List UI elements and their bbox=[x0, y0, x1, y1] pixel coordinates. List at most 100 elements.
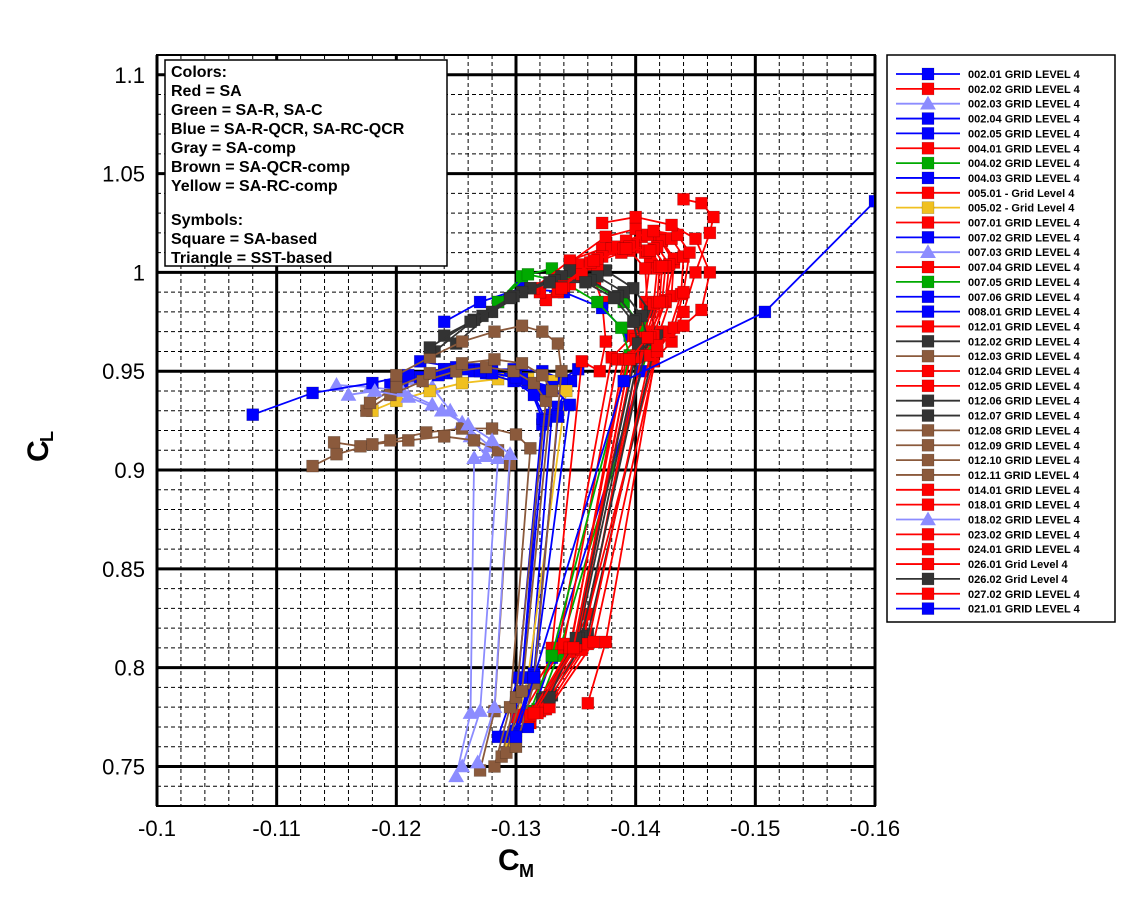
data-point bbox=[593, 364, 607, 378]
y-axis-title-subscript: L bbox=[37, 431, 57, 442]
legend-label: 012.01 GRID LEVEL 4 bbox=[968, 321, 1081, 333]
data-point bbox=[454, 758, 471, 773]
data-point bbox=[655, 260, 669, 273]
legend-items: 002.01 GRID LEVEL 4 002.02 GRID LEVEL 4 00… bbox=[896, 67, 1081, 616]
data-point bbox=[626, 315, 640, 329]
note-line: Triangle = SST-based bbox=[171, 250, 332, 267]
legend-label: 007.03 GRID LEVEL 4 bbox=[968, 247, 1081, 259]
data-point bbox=[665, 218, 678, 232]
legend-swatch-marker bbox=[921, 379, 935, 393]
data-point bbox=[490, 450, 506, 464]
data-point bbox=[390, 368, 403, 382]
data-point bbox=[607, 291, 621, 305]
data-point bbox=[677, 285, 690, 299]
legend-label: 002.03 GRID LEVEL 4 bbox=[968, 99, 1081, 111]
data-point bbox=[579, 275, 592, 289]
series bbox=[581, 210, 717, 710]
data-point bbox=[509, 730, 523, 744]
data-point bbox=[515, 357, 529, 370]
data-point bbox=[689, 232, 702, 246]
legend-label: 007.01 GRID LEVEL 4 bbox=[968, 218, 1081, 230]
data-point bbox=[536, 325, 549, 338]
legend-swatch-marker bbox=[921, 349, 935, 363]
data-point bbox=[455, 357, 469, 370]
legend-swatch-marker bbox=[921, 468, 935, 482]
data-point bbox=[587, 254, 601, 267]
data-point bbox=[689, 266, 702, 279]
legend-swatch-marker bbox=[921, 364, 935, 378]
data-point bbox=[423, 341, 437, 354]
y-tick-label: 0.75 bbox=[102, 754, 145, 779]
y-tick-label: 1.1 bbox=[114, 63, 145, 88]
legend-label: 002.04 GRID LEVEL 4 bbox=[968, 114, 1081, 126]
x-tick-label: -0.15 bbox=[730, 816, 780, 841]
data-point bbox=[591, 295, 604, 309]
data-point bbox=[488, 325, 501, 338]
legend-swatch-marker bbox=[921, 290, 935, 304]
data-point bbox=[366, 438, 379, 451]
data-point bbox=[464, 315, 477, 329]
legend-label: 007.02 GRID LEVEL 4 bbox=[968, 232, 1081, 244]
data-point bbox=[536, 368, 549, 382]
legend-label: 012.09 GRID LEVEL 4 bbox=[968, 440, 1081, 452]
data-point bbox=[563, 398, 577, 412]
legend-label: 012.06 GRID LEVEL 4 bbox=[968, 396, 1081, 408]
data-point bbox=[455, 335, 469, 348]
legend-swatch-marker bbox=[921, 127, 935, 140]
data-point bbox=[545, 384, 559, 398]
legend-label: 021.01 GRID LEVEL 4 bbox=[968, 604, 1081, 616]
series-line bbox=[395, 324, 563, 747]
data-point bbox=[524, 441, 537, 455]
data-point bbox=[599, 335, 613, 348]
legend-swatch-marker bbox=[921, 587, 935, 601]
data-point bbox=[478, 448, 494, 462]
data-point bbox=[650, 339, 664, 352]
note-line: Blue = SA-R-QCR, SA-RC-QCR bbox=[171, 121, 405, 138]
legend-swatch-marker bbox=[921, 260, 935, 274]
data-point bbox=[384, 434, 397, 447]
data-point bbox=[543, 275, 556, 289]
legend-label: 004.01 GRID LEVEL 4 bbox=[968, 143, 1081, 155]
legend-label: 007.04 GRID LEVEL 4 bbox=[968, 262, 1081, 274]
legend-swatch-marker bbox=[920, 95, 936, 110]
legend-swatch-marker bbox=[921, 201, 935, 214]
data-point bbox=[567, 641, 580, 655]
data-point bbox=[366, 382, 383, 397]
data-point bbox=[515, 319, 529, 333]
legend-label: 007.06 GRID LEVEL 4 bbox=[968, 292, 1081, 304]
legend-swatch-marker bbox=[921, 275, 935, 289]
data-point bbox=[707, 210, 720, 224]
legend-label: 004.02 GRID LEVEL 4 bbox=[968, 158, 1081, 170]
data-point bbox=[653, 295, 666, 309]
legend-label: 002.05 GRID LEVEL 4 bbox=[968, 128, 1081, 140]
legend-swatch-marker bbox=[921, 557, 935, 571]
data-point bbox=[599, 635, 613, 649]
data-point bbox=[551, 337, 565, 350]
annotation-box-frame bbox=[164, 59, 448, 267]
data-point bbox=[641, 331, 654, 344]
data-point bbox=[340, 386, 357, 401]
y-tick-label: 0.8 bbox=[114, 656, 145, 681]
legend-label: 012.08 GRID LEVEL 4 bbox=[968, 425, 1081, 437]
x-tick-label: -0.14 bbox=[611, 816, 661, 841]
data-point bbox=[472, 703, 488, 717]
note-line: Symbols: bbox=[171, 212, 243, 229]
legend-label: 002.02 GRID LEVEL 4 bbox=[968, 84, 1081, 96]
legend-label: 007.05 GRID LEVEL 4 bbox=[968, 277, 1081, 289]
data-point bbox=[527, 706, 541, 720]
data-point bbox=[448, 768, 465, 783]
data-point bbox=[419, 426, 433, 439]
data-point bbox=[527, 671, 541, 684]
data-point bbox=[400, 388, 417, 403]
legend-label: 012.07 GRID LEVEL 4 bbox=[968, 411, 1081, 423]
series-line bbox=[586, 216, 711, 704]
x-axis-title-subscript: M bbox=[519, 861, 534, 881]
series-line bbox=[443, 275, 649, 698]
series bbox=[509, 194, 875, 744]
y-tick-label: 0.9 bbox=[114, 458, 145, 483]
y-tick-label: 1.05 bbox=[102, 162, 145, 187]
data-point bbox=[703, 226, 717, 240]
legend-swatch-marker bbox=[921, 424, 935, 437]
legend-swatch-marker bbox=[921, 186, 935, 200]
